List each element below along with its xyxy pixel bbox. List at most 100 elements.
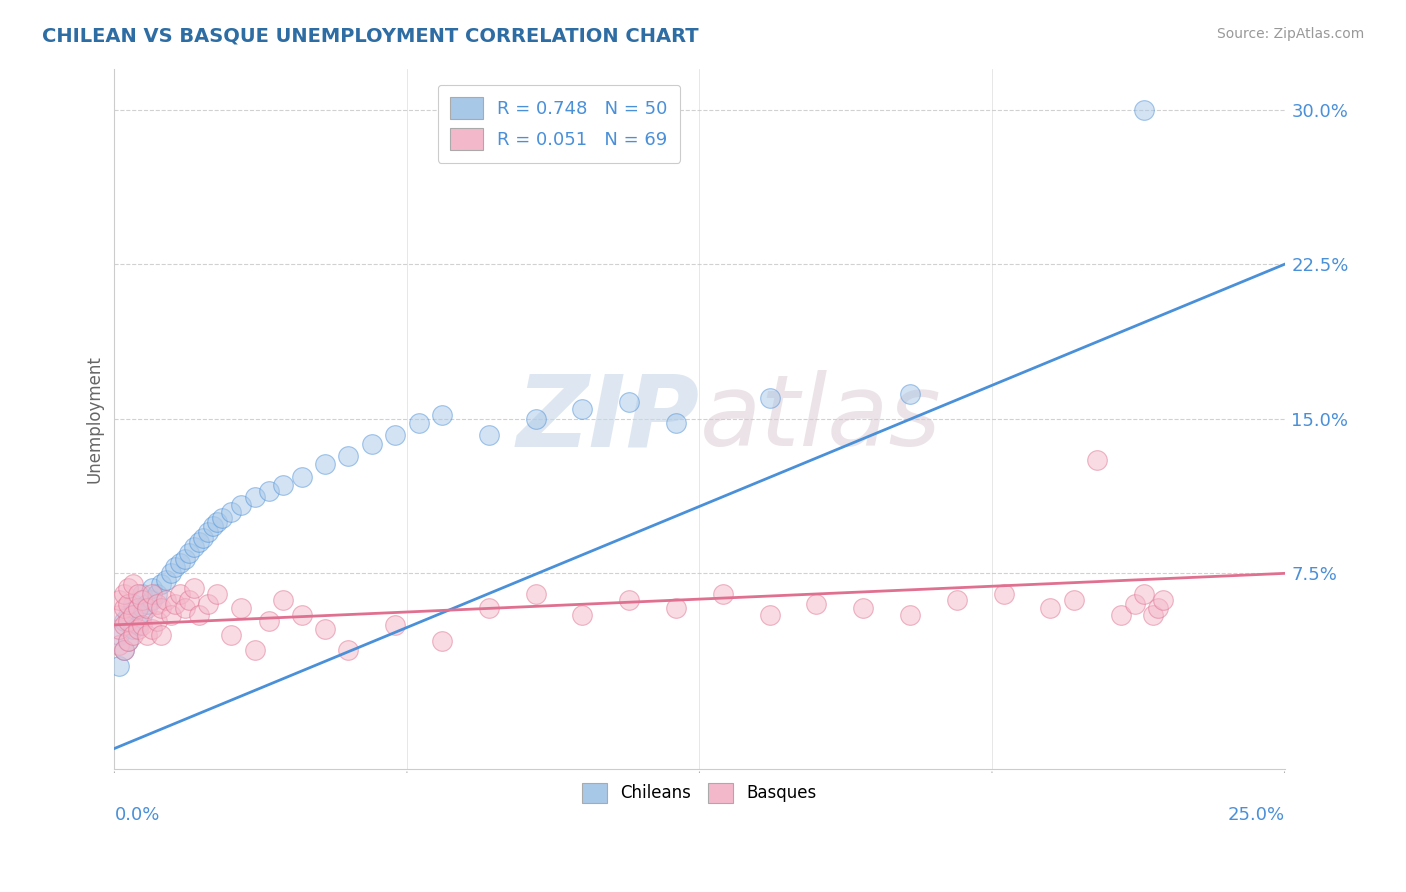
Point [141, 581, 163, 595]
Point [243, 642, 266, 657]
Point [1152, 593, 1174, 607]
Point [145, 614, 167, 628]
Point [360, 436, 382, 450]
Text: atlas: atlas [699, 370, 941, 467]
Point [711, 587, 734, 601]
Point [179, 593, 201, 607]
Point [155, 593, 177, 607]
Point [946, 593, 969, 607]
Point [108, 622, 131, 636]
Point [211, 510, 233, 524]
Point [197, 597, 219, 611]
Point [384, 428, 406, 442]
Point [1109, 607, 1132, 622]
Point [257, 483, 280, 498]
Point [430, 408, 453, 422]
Point [221, 504, 243, 518]
Point [131, 587, 153, 601]
Point [197, 525, 219, 540]
Point [1147, 601, 1170, 615]
Point [169, 556, 191, 570]
Point [108, 593, 131, 607]
Point [524, 412, 547, 426]
Point [571, 607, 593, 622]
Text: Source: ZipAtlas.com: Source: ZipAtlas.com [1216, 27, 1364, 41]
Point [131, 593, 153, 607]
Point [229, 601, 252, 615]
Text: 25.0%: 25.0% [1227, 806, 1285, 824]
Point [207, 587, 229, 601]
Point [131, 618, 153, 632]
Point [117, 634, 139, 648]
Point [314, 457, 336, 471]
Point [524, 587, 547, 601]
Point [1039, 601, 1062, 615]
Point [173, 552, 195, 566]
Point [165, 560, 187, 574]
Point [291, 607, 314, 622]
Point [229, 499, 252, 513]
Point [1063, 593, 1085, 607]
Point [408, 416, 430, 430]
Point [150, 576, 173, 591]
Point [898, 607, 921, 622]
Point [155, 573, 177, 587]
Point [619, 395, 641, 409]
Point [665, 416, 688, 430]
Point [1133, 587, 1156, 601]
Point [112, 601, 135, 615]
Point [150, 628, 173, 642]
Point [108, 639, 131, 653]
Point [122, 597, 145, 611]
Point [619, 593, 641, 607]
Point [271, 593, 294, 607]
Point [478, 428, 501, 442]
Point [127, 587, 149, 601]
Point [665, 601, 688, 615]
Point [1133, 103, 1156, 117]
Point [117, 597, 139, 611]
Point [112, 642, 135, 657]
Point [758, 607, 780, 622]
Point [108, 607, 131, 622]
Point [257, 614, 280, 628]
Point [159, 566, 181, 581]
Point [1142, 607, 1164, 622]
Point [183, 540, 205, 554]
Point [430, 634, 453, 648]
Point [852, 601, 875, 615]
Point [145, 597, 167, 611]
Point [207, 515, 229, 529]
Text: ZIP: ZIP [516, 370, 699, 467]
Point [127, 618, 149, 632]
Point [112, 618, 135, 632]
Point [169, 587, 191, 601]
Point [112, 614, 135, 628]
Point [165, 597, 187, 611]
Point [117, 634, 139, 648]
Point [243, 490, 266, 504]
Point [173, 601, 195, 615]
Point [122, 628, 145, 642]
Point [159, 607, 181, 622]
Point [117, 607, 139, 622]
Point [127, 601, 149, 615]
Point [898, 387, 921, 401]
Point [108, 659, 131, 673]
Point [127, 601, 149, 615]
Point [127, 622, 149, 636]
Point [221, 628, 243, 642]
Point [384, 618, 406, 632]
Point [141, 593, 163, 607]
Text: 0.0%: 0.0% [114, 806, 160, 824]
Y-axis label: Unemployment: Unemployment [86, 355, 103, 483]
Point [993, 587, 1015, 601]
Point [193, 532, 215, 546]
Point [291, 469, 314, 483]
Point [108, 628, 131, 642]
Point [136, 601, 159, 615]
Point [122, 622, 145, 636]
Point [337, 642, 360, 657]
Text: CHILEAN VS BASQUE UNEMPLOYMENT CORRELATION CHART: CHILEAN VS BASQUE UNEMPLOYMENT CORRELATI… [42, 27, 699, 45]
Point [571, 401, 593, 416]
